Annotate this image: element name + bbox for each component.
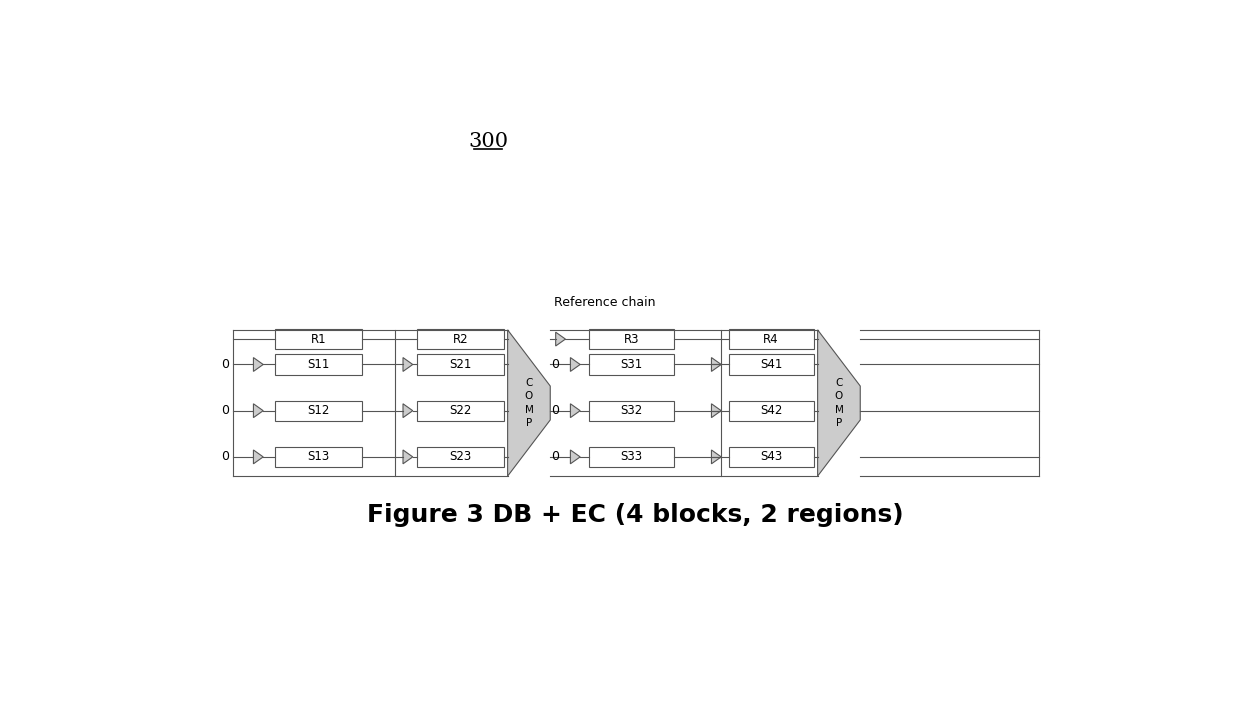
Text: S41: S41 [760,358,782,371]
FancyBboxPatch shape [729,329,813,349]
Text: R3: R3 [624,332,640,345]
Text: 0: 0 [551,404,559,417]
FancyBboxPatch shape [729,355,813,374]
FancyBboxPatch shape [275,355,362,374]
Polygon shape [403,358,413,371]
Text: R4: R4 [764,332,779,345]
Polygon shape [253,358,263,371]
Text: S12: S12 [308,404,330,417]
Polygon shape [570,450,580,464]
Polygon shape [570,358,580,371]
Text: S31: S31 [620,358,642,371]
Polygon shape [712,358,722,371]
Text: R2: R2 [453,332,469,345]
Text: S22: S22 [449,404,471,417]
Text: 0: 0 [221,404,228,417]
FancyBboxPatch shape [417,401,503,420]
FancyBboxPatch shape [417,447,503,467]
Text: Figure 3 DB + EC (4 blocks, 2 regions): Figure 3 DB + EC (4 blocks, 2 regions) [367,503,904,526]
FancyBboxPatch shape [417,355,503,374]
FancyBboxPatch shape [275,401,362,420]
FancyBboxPatch shape [275,447,362,467]
FancyBboxPatch shape [729,401,813,420]
FancyBboxPatch shape [589,329,675,349]
Polygon shape [253,450,263,464]
FancyBboxPatch shape [729,447,813,467]
Polygon shape [403,450,413,464]
Polygon shape [403,404,413,417]
FancyBboxPatch shape [417,329,503,349]
Polygon shape [570,404,580,417]
Text: R1: R1 [311,332,326,345]
Polygon shape [507,329,551,476]
Text: S42: S42 [760,404,782,417]
Text: S11: S11 [308,358,330,371]
Text: S21: S21 [449,358,471,371]
Polygon shape [712,450,722,464]
Text: S33: S33 [620,451,642,464]
Text: S23: S23 [449,451,471,464]
Text: 0: 0 [221,451,228,464]
FancyBboxPatch shape [275,329,362,349]
Text: 0: 0 [551,358,559,371]
FancyBboxPatch shape [589,447,675,467]
Text: C
O
M
P: C O M P [525,379,533,428]
Polygon shape [712,404,722,417]
Text: S32: S32 [620,404,642,417]
Text: Reference chain: Reference chain [554,296,655,309]
Text: 0: 0 [221,358,228,371]
Polygon shape [817,329,861,476]
Text: 0: 0 [551,451,559,464]
Text: C
O
M
P: C O M P [835,379,843,428]
FancyBboxPatch shape [589,355,675,374]
Polygon shape [556,332,565,346]
FancyBboxPatch shape [589,401,675,420]
Text: 300: 300 [469,132,508,151]
Text: S13: S13 [308,451,330,464]
Text: S43: S43 [760,451,782,464]
Polygon shape [253,404,263,417]
